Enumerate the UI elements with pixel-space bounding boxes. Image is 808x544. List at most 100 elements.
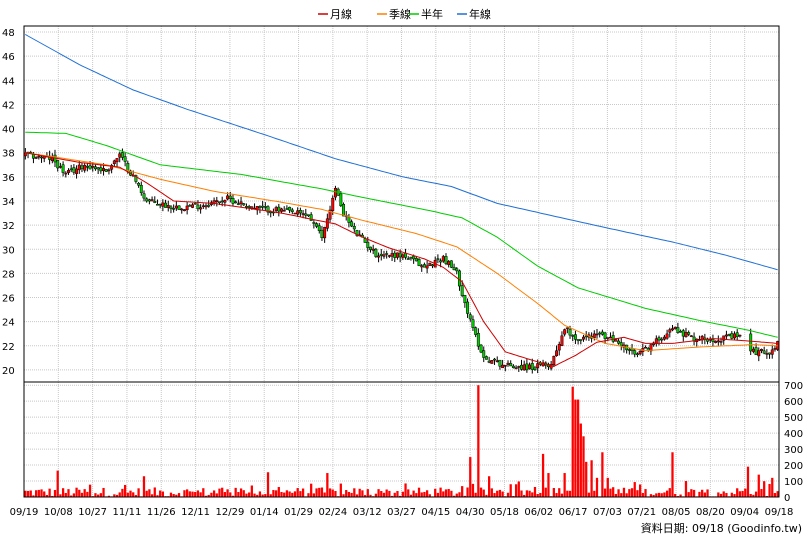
volume-bar <box>310 483 313 497</box>
candle-down <box>228 195 232 199</box>
volume-bar <box>285 490 289 497</box>
candle-down <box>120 152 124 158</box>
candle-down <box>244 206 248 208</box>
volume-bar <box>612 487 615 497</box>
volume-bar <box>264 494 267 497</box>
volume-bar <box>407 489 410 497</box>
volume-bar <box>595 477 599 497</box>
volume-bar <box>293 491 297 497</box>
volume-bar <box>509 484 512 497</box>
volume-bar <box>194 491 197 497</box>
date-tick-label: 09/18 <box>765 507 794 518</box>
candle-up <box>107 169 111 172</box>
volume-bar <box>701 489 704 497</box>
volume-bar <box>517 481 520 497</box>
candle-down <box>61 164 65 173</box>
candle-up <box>75 168 79 174</box>
volume-bar <box>536 494 539 497</box>
volume-bar <box>579 423 582 497</box>
chart-frame <box>23 25 780 498</box>
volume-bar <box>665 490 669 497</box>
candle-up <box>528 364 532 369</box>
candle-down <box>444 256 448 264</box>
volume-bar <box>773 493 777 497</box>
volume-bar <box>412 490 415 497</box>
candle-up <box>401 254 405 258</box>
candle-up <box>112 160 116 164</box>
volume-bar <box>447 489 450 497</box>
candle-up <box>115 158 119 163</box>
volume-bar <box>148 489 151 497</box>
volume-bar <box>423 491 426 497</box>
candle-down <box>277 206 281 212</box>
candle-down <box>355 230 359 236</box>
candle-down <box>290 209 294 212</box>
volume-bar <box>520 490 523 497</box>
candle-down <box>520 364 523 370</box>
volume-bar <box>493 493 496 497</box>
candle-down <box>147 199 151 202</box>
volume-tick-label: 600 <box>784 397 803 408</box>
price-axis: 20 22 24 26 28 30 32 34 36 38 40 42 44 46 48 <box>2 28 15 377</box>
date-tick-label: 07/21 <box>627 507 656 518</box>
volume-bar <box>307 493 310 497</box>
volume-bar <box>29 490 32 497</box>
volume-bar <box>345 490 348 497</box>
candle-up <box>67 170 70 173</box>
candle-up <box>765 353 769 355</box>
volume-bar <box>609 488 612 497</box>
volume-bar <box>692 489 696 497</box>
candle-down <box>96 167 100 170</box>
volume-bar <box>347 491 351 497</box>
volume-bar <box>746 466 750 497</box>
volume-bar <box>603 488 607 497</box>
legend-label-quarter: 季線 <box>389 7 411 21</box>
volume-bar <box>585 461 588 497</box>
candle-up <box>182 209 186 212</box>
candle-down <box>164 202 168 208</box>
price-tick-label: 32 <box>2 221 15 232</box>
candle-down <box>309 214 313 221</box>
volume-bar <box>568 490 572 497</box>
volume-bar <box>269 494 272 497</box>
volume-bar <box>223 492 227 497</box>
volume-bar <box>221 487 224 497</box>
candle-up <box>215 200 219 203</box>
volume-bar <box>555 493 558 497</box>
candle-up <box>595 333 599 336</box>
volume-bar <box>738 491 742 497</box>
volume-bar <box>582 436 585 497</box>
volume-bar <box>684 481 688 497</box>
candle-up <box>226 195 230 200</box>
candle-up <box>166 205 170 208</box>
volume-bar <box>291 492 294 497</box>
volume-bar <box>385 489 388 497</box>
candle-down <box>40 156 43 159</box>
volume-tick-label: 300 <box>784 445 803 456</box>
volume-bar <box>461 486 464 497</box>
volume-bar <box>439 487 442 497</box>
candle-down <box>231 197 235 204</box>
candle-up <box>387 255 391 257</box>
candle-up <box>420 265 424 268</box>
date-tick-label: 10/08 <box>44 507 73 518</box>
volume-bar <box>757 474 760 497</box>
volume-bar <box>274 490 278 497</box>
volume-bar <box>469 457 472 497</box>
volume-bar <box>132 492 135 497</box>
candle-down <box>727 334 731 336</box>
volume-bar <box>37 489 40 497</box>
candle-down <box>676 327 680 333</box>
volume-bar <box>102 487 105 497</box>
candle-up <box>644 346 647 349</box>
volume-bar <box>121 488 124 497</box>
price-tick-label: 34 <box>2 197 15 208</box>
candle-up <box>536 363 540 369</box>
candle-down <box>72 167 76 173</box>
volume-bar <box>601 452 604 497</box>
volume-bar <box>78 489 81 497</box>
volume-bar <box>61 488 65 497</box>
candle-down <box>474 327 478 335</box>
volume-bar <box>118 492 121 497</box>
